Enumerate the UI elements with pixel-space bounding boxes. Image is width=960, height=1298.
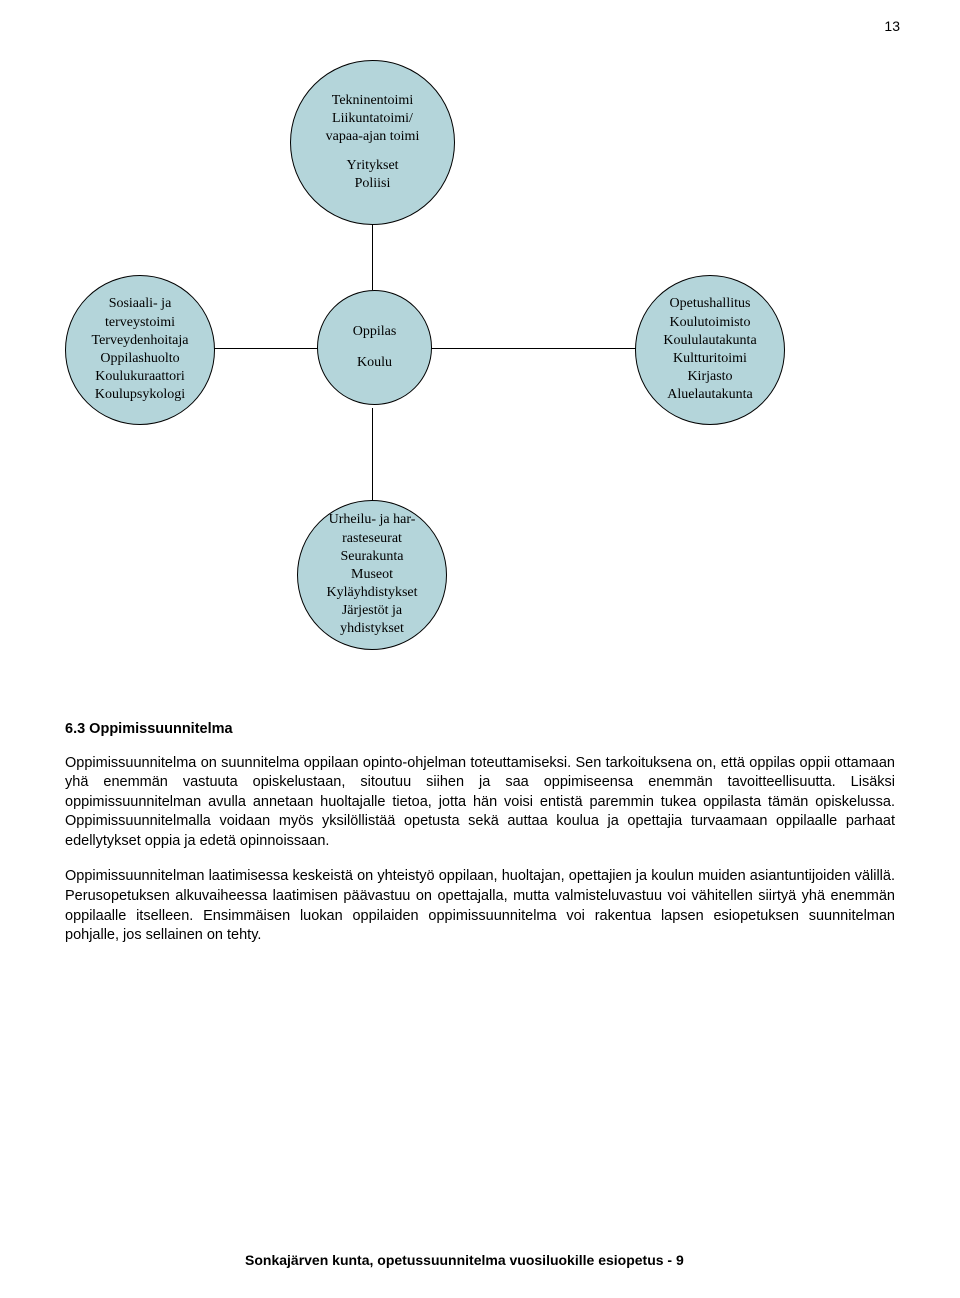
node-right-line-3: Kultturitoimi [673,350,747,368]
node-left-line-1: terveystoimi [105,314,175,332]
node-right-line-0: Opetushallitus [670,295,751,313]
node-bottom-line-5: Järjestöt ja [342,602,402,620]
node-bottom-line-6: yhdistykset [340,620,404,638]
node-top-line-0: Tekninentoimi [332,92,413,110]
node-left-line-3: Oppilashuolto [100,350,179,368]
text-content: 6.3 Oppimissuunnitelma Oppimissuunnitelm… [65,720,895,962]
node-left-line-2: Terveydenhoitaja [92,332,189,350]
node-top-line-1: Liikuntatoimi/ [332,110,413,128]
paragraph-1: Oppimissuunnitelma on suunnitelma oppila… [65,754,895,852]
node-left-line-5: Koulupsykologi [95,386,185,404]
node-bottom-line-4: Kyläyhdistykset [327,584,418,602]
node-bottom-line-1: rasteseurat [342,530,402,548]
page-footer: Sonkajärven kunta, opetussuunnitelma vuo… [245,1252,684,1268]
section-heading: 6.3 Oppimissuunnitelma [65,720,895,740]
node-left-line-4: Koulukuraattori [95,368,184,386]
line-bottom [372,408,373,508]
node-right-line-4: Kirjasto [687,368,732,386]
node-top-line-2: vapaa-ajan toimi [326,128,420,146]
node-left-line-0: Sosiaali- ja [109,295,172,313]
node-top-line-5: Poliisi [355,175,391,193]
node-center: Oppilas Koulu [317,290,432,405]
paragraph-2: Oppimissuunnitelman laatimisessa keskeis… [65,867,895,945]
node-bottom-line-0: Urheilu- ja har- [329,511,416,529]
node-right: Opetushallitus Koulutoimisto Koululautak… [635,275,785,425]
node-right-line-2: Koululautakunta [663,332,756,350]
node-bottom: Urheilu- ja har- rasteseurat Seurakunta … [297,500,447,650]
node-bottom-line-3: Museot [351,566,393,584]
line-right [427,348,637,349]
node-bottom-line-2: Seurakunta [341,548,404,566]
network-diagram: Tekninentoimi Liikuntatoimi/ vapaa-ajan … [65,60,895,680]
node-top-line-4: Yritykset [346,157,398,175]
node-right-line-5: Aluelautakunta [667,386,753,404]
node-center-line-2: Koulu [357,354,392,372]
node-top: Tekninentoimi Liikuntatoimi/ vapaa-ajan … [290,60,455,225]
node-left: Sosiaali- ja terveystoimi Terveydenhoita… [65,275,215,425]
page-number: 13 [884,18,900,34]
line-left [210,348,320,349]
node-right-line-1: Koulutoimisto [670,314,751,332]
node-center-line-0: Oppilas [353,323,397,341]
